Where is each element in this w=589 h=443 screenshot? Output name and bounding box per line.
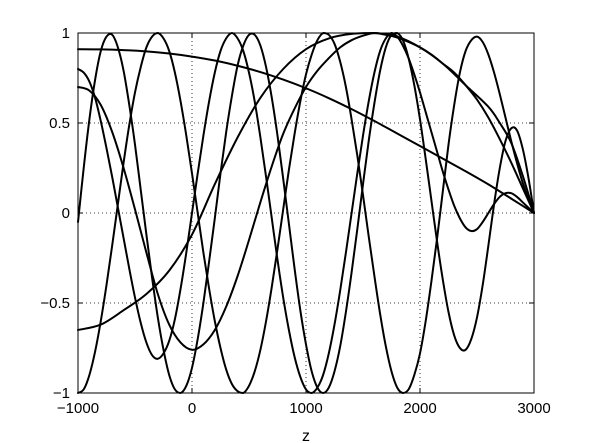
series-line-3 bbox=[77, 32, 535, 351]
y-tick-label-0: −1 bbox=[53, 385, 70, 402]
series-line-5 bbox=[77, 32, 535, 394]
series-line-6 bbox=[77, 32, 535, 394]
y-tick-label-3: 0.5 bbox=[49, 115, 70, 132]
x-tick-label-4: 3000 bbox=[517, 400, 550, 417]
y-tick-label-1: −0.5 bbox=[40, 295, 70, 312]
series-line-2 bbox=[77, 32, 535, 331]
axis-ticks bbox=[77, 32, 535, 394]
y-tick-label-4: 1 bbox=[62, 25, 70, 42]
x-tick-label-3: 2000 bbox=[403, 400, 436, 417]
x-axis-label: z bbox=[302, 428, 310, 443]
x-tick-label-2: 1000 bbox=[289, 400, 322, 417]
axis-tick-labels: −1000 0 1000 2000 3000 −1 −0.5 0 0.5 1 bbox=[40, 25, 550, 417]
x-tick-label-0: −1000 bbox=[57, 400, 99, 417]
y-tick-label-2: 0 bbox=[62, 205, 70, 222]
x-tick-label-1: 0 bbox=[188, 400, 196, 417]
